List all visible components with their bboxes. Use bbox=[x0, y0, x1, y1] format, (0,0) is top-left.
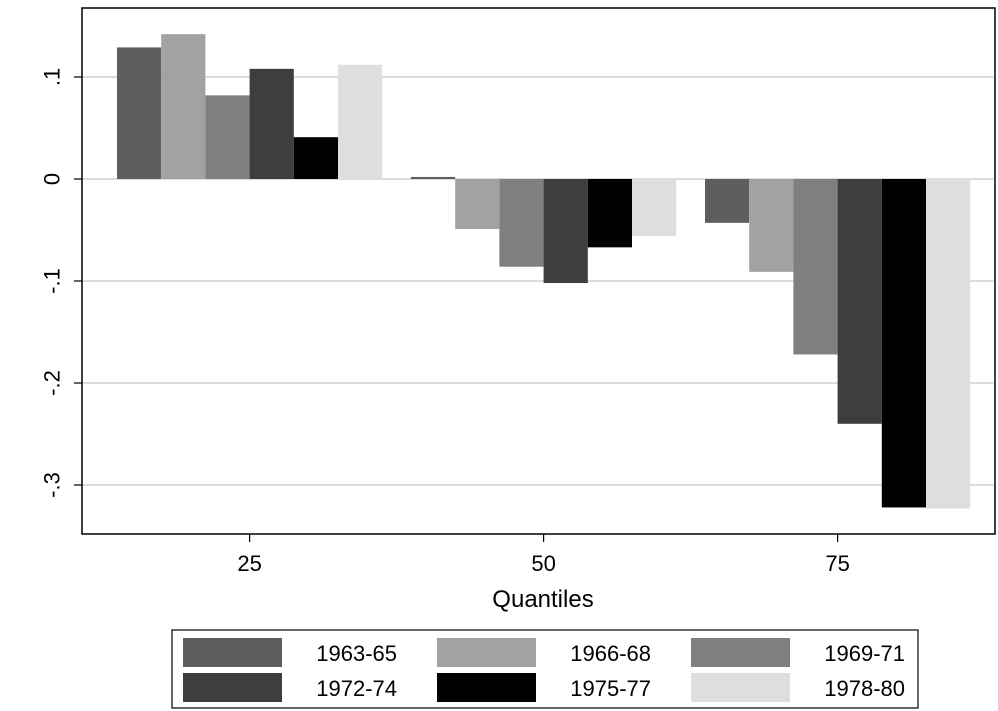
legend-label: 1969-71 bbox=[824, 641, 905, 666]
x-axis-ticks: 25 50 75 bbox=[237, 534, 850, 576]
bar bbox=[293, 137, 338, 179]
bar bbox=[793, 179, 838, 355]
bar bbox=[205, 95, 250, 179]
y-tick-label: -.2 bbox=[40, 370, 65, 396]
bar bbox=[161, 34, 206, 179]
legend-label: 1963-65 bbox=[316, 641, 397, 666]
plot-frame bbox=[81, 7, 996, 535]
bar bbox=[249, 68, 294, 179]
legend-swatch bbox=[183, 638, 282, 667]
bar bbox=[455, 179, 500, 229]
bars bbox=[117, 34, 971, 509]
x-axis-title: Quantiles bbox=[492, 586, 593, 613]
bar bbox=[117, 47, 162, 179]
legend-swatch bbox=[437, 673, 536, 702]
legend-swatch bbox=[183, 673, 282, 702]
x-tick-label: 50 bbox=[531, 551, 555, 576]
legend: 1963-65 1966-68 1969-71 1972-74 1975-77 1978-… bbox=[171, 629, 919, 709]
y-axis-ticks: .1 0 -.1 -.2 -.3 bbox=[40, 68, 82, 498]
y-tick-label: .1 bbox=[40, 68, 65, 86]
bar bbox=[881, 179, 926, 508]
legend-label: 1972-74 bbox=[316, 676, 397, 701]
y-tick-label: -.1 bbox=[40, 268, 65, 294]
y-tick-label: -.3 bbox=[40, 472, 65, 498]
bar bbox=[926, 179, 971, 509]
x-tick-label: 75 bbox=[825, 551, 849, 576]
legend-label: 1966-68 bbox=[570, 641, 651, 666]
bar bbox=[587, 179, 632, 248]
legend-swatch bbox=[437, 638, 536, 667]
y-tick-label: 0 bbox=[40, 173, 65, 185]
bar bbox=[837, 179, 882, 424]
bar bbox=[338, 64, 383, 179]
legend-label: 1978-80 bbox=[824, 676, 905, 701]
legend-swatch bbox=[691, 638, 790, 667]
legend-box bbox=[171, 629, 919, 709]
bar bbox=[499, 179, 544, 267]
legend-label: 1975-77 bbox=[570, 676, 651, 701]
bar bbox=[632, 179, 677, 237]
legend-swatch bbox=[691, 673, 790, 702]
bar bbox=[543, 179, 588, 284]
bar bbox=[411, 176, 456, 179]
bar bbox=[705, 179, 750, 223]
bar bbox=[749, 179, 794, 272]
x-tick-label: 25 bbox=[237, 551, 261, 576]
